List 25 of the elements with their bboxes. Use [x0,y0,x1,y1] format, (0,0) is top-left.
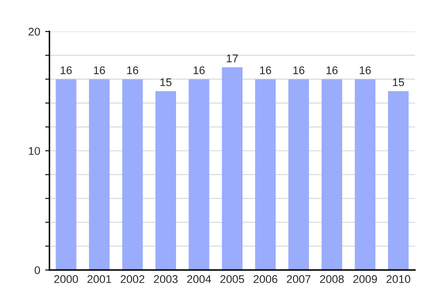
x-tick-label: 2008 [320,275,344,284]
y-tick-label: 10 [28,147,40,155]
x-tick-label: 2000 [54,275,78,284]
x-tick-label: 2004 [187,275,212,284]
x-tick-label: 2003 [154,275,178,284]
x-tick-label: 2005 [220,275,244,284]
x-tick-label: 2001 [87,275,112,284]
x-tick-label: 2010 [386,275,410,284]
data-label: 16 [60,66,72,74]
x-tick-label: 2007 [286,275,310,284]
data-label: 15 [393,78,404,86]
data-label: 15 [160,78,172,86]
data-label: 16 [94,66,105,74]
data-label: 16 [293,66,304,74]
x-tick-label: 2002 [120,275,144,284]
data-label: 17 [226,54,238,62]
data-label: 16 [260,66,272,74]
y-tick-label: 20 [28,28,40,36]
data-label: 16 [360,66,371,74]
x-tick-label: 2009 [353,275,377,284]
data-label: 16 [127,66,138,74]
y-tick-label: 0 [34,266,40,274]
data-label: 16 [326,66,338,74]
x-tick-label: 2006 [254,275,278,284]
data-label: 16 [194,66,205,74]
